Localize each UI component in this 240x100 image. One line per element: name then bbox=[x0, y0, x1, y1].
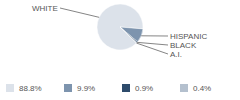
svg-text:0.9%: 0.9% bbox=[135, 84, 153, 93]
svg-text:WHITE: WHITE bbox=[32, 4, 58, 13]
svg-text:88.8%: 88.8% bbox=[19, 84, 42, 93]
svg-text:A.I.: A.I. bbox=[170, 50, 182, 59]
svg-text:BLACK: BLACK bbox=[170, 41, 197, 50]
svg-text:9.9%: 9.9% bbox=[77, 84, 95, 93]
svg-text:0.4%: 0.4% bbox=[193, 84, 211, 93]
svg-text:HISPANIC: HISPANIC bbox=[170, 32, 207, 41]
